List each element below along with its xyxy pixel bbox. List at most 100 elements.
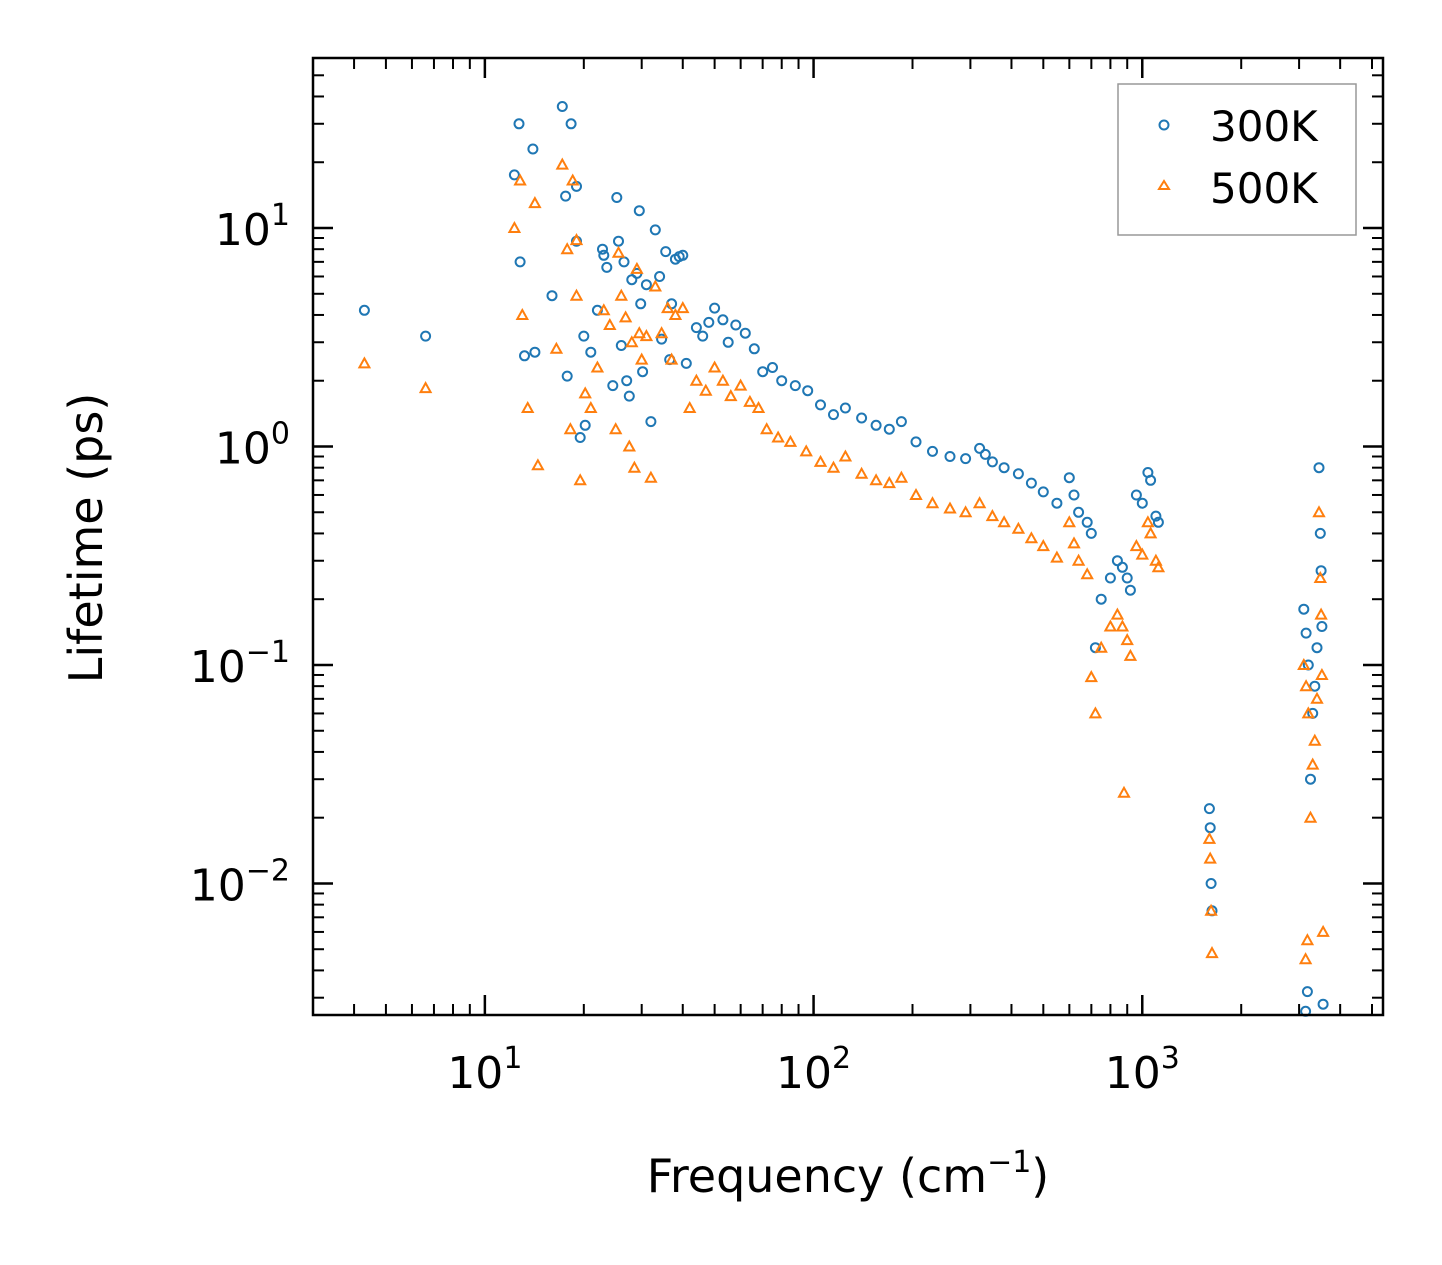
point-300K-22 xyxy=(601,261,613,273)
point-300K-36 xyxy=(645,416,657,428)
point-300K-70 xyxy=(944,451,956,462)
point-500K-60 xyxy=(925,496,940,509)
point-300K-54 xyxy=(739,327,751,339)
point-300K-99 xyxy=(1204,822,1216,834)
point-300K-59 xyxy=(789,380,801,392)
point-300K-96 xyxy=(1150,510,1162,522)
point-300K-92 xyxy=(1130,489,1142,501)
point-500K-9 xyxy=(555,157,569,170)
point-500K-59 xyxy=(909,487,923,500)
point-300K-53 xyxy=(730,319,742,331)
point-300K-26 xyxy=(615,340,627,351)
point-500K-75 xyxy=(1088,706,1103,719)
point-300K-63 xyxy=(839,402,851,414)
point-500K-2 xyxy=(507,220,522,233)
point-500K-83 xyxy=(1129,539,1144,552)
point-500K-56 xyxy=(869,473,883,486)
point-300K-113 xyxy=(1317,998,1329,1010)
point-300K-68 xyxy=(910,436,922,448)
point-500K-39 xyxy=(683,400,697,413)
point-300K-57 xyxy=(767,362,778,373)
point-500K-4 xyxy=(515,307,529,320)
point-500K-96 xyxy=(1303,810,1318,823)
point-300K-78 xyxy=(1037,486,1049,498)
x-tick-labels: 101 102 103 xyxy=(447,1041,1179,1099)
point-500K-92 xyxy=(1205,946,1219,959)
point-500K-84 xyxy=(1135,547,1149,560)
point-300K-66 xyxy=(883,423,895,435)
point-300K-15 xyxy=(574,432,586,443)
point-300K-69 xyxy=(927,445,938,457)
point-500K-46 xyxy=(743,394,757,407)
point-300K-86 xyxy=(1095,593,1107,605)
minor-ticks xyxy=(312,57,1383,1015)
point-300K-97 xyxy=(1152,516,1164,528)
point-300K-100 xyxy=(1205,878,1217,889)
point-300K-67 xyxy=(895,416,907,428)
point-500K-88 xyxy=(1151,560,1166,573)
point-500K-0 xyxy=(357,356,372,369)
point-300K-49 xyxy=(703,316,715,328)
point-500K-55 xyxy=(854,466,869,479)
point-500K-27 xyxy=(627,460,642,473)
legend-marker-300k xyxy=(1158,119,1170,131)
point-500K-15 xyxy=(573,473,587,486)
point-500K-94 xyxy=(1299,679,1313,692)
legend-label-500k: 500K xyxy=(1210,164,1319,213)
point-300K-60 xyxy=(802,385,814,397)
point-300K-79 xyxy=(1051,497,1063,509)
point-300K-84 xyxy=(1085,527,1097,539)
x-axis-label: Frequency (cm−1) xyxy=(647,1145,1050,1203)
point-500K-85 xyxy=(1141,515,1155,528)
point-500K-26 xyxy=(625,335,639,348)
point-300K-3 xyxy=(513,118,525,130)
point-300K-47 xyxy=(690,322,702,334)
point-500K-66 xyxy=(1011,521,1026,534)
point-300K-8 xyxy=(546,290,558,302)
point-300K-18 xyxy=(585,346,597,358)
point-300K-38 xyxy=(654,271,666,282)
point-300K-65 xyxy=(870,419,882,431)
point-300K-7 xyxy=(529,346,541,358)
point-500K-47 xyxy=(751,400,766,413)
y-tick-label: 10−1 xyxy=(190,635,290,693)
point-500K-50 xyxy=(783,434,798,447)
point-500K-73 xyxy=(1080,567,1094,580)
point-500K-12 xyxy=(566,173,580,186)
point-300K-83 xyxy=(1081,516,1093,528)
point-300K-110 xyxy=(1314,527,1326,539)
point-500K-82 xyxy=(1123,648,1138,661)
point-500K-37 xyxy=(668,307,683,320)
point-500K-101 xyxy=(1313,570,1327,583)
point-300K-21 xyxy=(598,249,610,261)
point-300K-109 xyxy=(1313,462,1325,474)
point-300K-80 xyxy=(1063,472,1075,484)
point-500K-70 xyxy=(1062,515,1076,528)
y-tick-labels: 101 100 10−1 10−2 xyxy=(190,198,290,911)
y-tick-label: 100 xyxy=(215,416,290,474)
point-500K-29 xyxy=(632,326,646,339)
scatter-points xyxy=(357,101,1330,1017)
point-300K-28 xyxy=(621,375,633,387)
point-300K-56 xyxy=(757,366,769,378)
point-300K-90 xyxy=(1121,572,1133,584)
point-300K-37 xyxy=(649,224,661,236)
point-500K-67 xyxy=(1024,531,1039,544)
point-500K-21 xyxy=(609,422,623,435)
x-axis-label-text: Frequency (cm xyxy=(647,1149,987,1203)
point-300K-51 xyxy=(717,314,729,326)
point-300K-112 xyxy=(1316,621,1328,632)
point-500K-40 xyxy=(689,373,704,386)
point-500K-33 xyxy=(648,279,662,292)
point-300K-115 xyxy=(1301,986,1313,998)
point-300K-58 xyxy=(776,375,788,387)
point-500K-32 xyxy=(644,470,658,483)
point-500K-99 xyxy=(1310,691,1324,704)
legend: 300K 500K xyxy=(1117,83,1357,236)
point-300K-91 xyxy=(1124,584,1136,596)
x-tick-label: 103 xyxy=(1105,1041,1180,1099)
point-500K-58 xyxy=(894,470,909,483)
point-300K-5 xyxy=(519,350,530,362)
point-500K-91 xyxy=(1204,903,1218,916)
